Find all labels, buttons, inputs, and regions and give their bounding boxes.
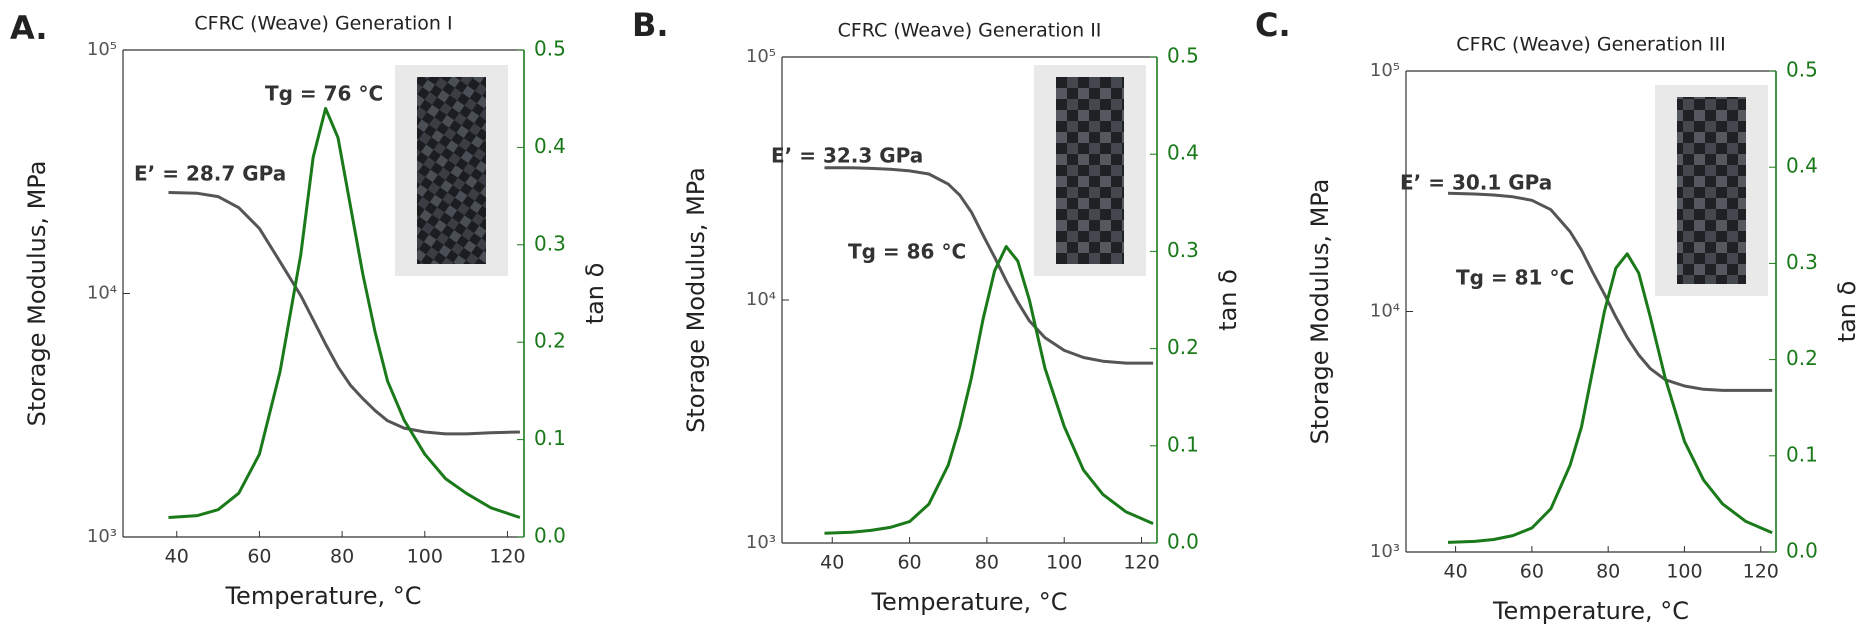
data-line [1447,191,1773,392]
y2-axis-label: tan δ [1833,281,1860,343]
y-tick-label: 10⁵ [1370,60,1400,81]
y-tick-label: 10⁵ [746,46,776,67]
panel: 40 60 80 100 120 10³ 10⁴ 10⁵ 0.0 0.1 0.2 0.3 0.4 0.5 C… [1255,6,1860,625]
y2-tick-label: 0.3 [534,231,566,255]
data-line [168,191,520,436]
y2-tick-label: 0.3 [1167,238,1199,262]
y2-tick-label: 0.0 [1167,530,1199,554]
x-tick-label: 120 [1123,552,1159,574]
data-line [1447,252,1773,544]
y2-tick-label: 0.1 [534,426,566,450]
panel: 40 60 80 100 120 10³ 10⁴ 10⁵ 0.0 0.1 0.2 0.3 0.4 0.5 B… [632,6,1242,616]
y2-tick-label: 0.5 [534,37,566,61]
x-tick-label: 120 [489,546,525,568]
panel: 40 60 80 100 120 10³ 10⁴ 10⁵ 0.0 0.1 0.2 0.3 0.4 0.5 A… [10,9,609,610]
x-tick-label: 80 [975,552,999,574]
y2-tick-label: 0.0 [534,524,566,548]
chart-title: CFRC (Weave) Generation I [194,13,452,35]
x-tick-label: 100 [1666,561,1702,583]
annotation: E’ = 30.1 GPa [1400,171,1552,195]
y2-tick-label: 0.0 [1786,539,1818,563]
y2-tick-label: 0.5 [1786,58,1818,82]
chart-title: CFRC (Weave) Generation III [1456,34,1725,56]
y-axis-label: Storage Modulus, MPa [682,167,710,433]
y-tick-label: 10³ [1370,541,1400,562]
sample-strip [1677,97,1746,284]
y-axis-label: Storage Modulus, MPa [23,161,51,427]
annotation: Tg = 81 °C [1456,266,1574,290]
y-tick-label: 10⁵ [87,39,117,60]
sample-strip [417,77,486,264]
y-tick-label: 10⁴ [87,283,117,304]
y-tick-label: 10⁴ [746,289,776,310]
y2-tick-label: 0.1 [1167,432,1199,456]
x-tick-label: 40 [165,546,189,568]
x-tick-label: 60 [1520,561,1544,583]
x-tick-label: 100 [1046,552,1082,574]
y2-tick-label: 0.3 [1786,250,1818,274]
x-axis-label: Temperature, °C [870,588,1067,616]
annotation: Tg = 76 °C [265,82,383,106]
x-axis-label: Temperature, °C [224,582,421,610]
panel-label: B. [632,6,669,44]
y-tick-label: 10⁴ [1370,301,1400,322]
x-tick-label: 60 [897,552,921,574]
panel-label: C. [1255,6,1291,44]
y2-tick-label: 0.5 [1167,44,1199,68]
annotation: Tg = 86 °C [848,240,966,264]
y2-tick-label: 0.2 [1786,346,1818,370]
x-tick-label: 60 [247,546,271,568]
y2-tick-label: 0.2 [1167,335,1199,359]
x-tick-label: 100 [407,546,443,568]
sample-strip [1056,77,1124,264]
y2-axis-label: tan δ [1214,269,1242,331]
y-axis-label: Storage Modulus, MPa [1306,179,1334,445]
chart-title: CFRC (Weave) Generation II [838,20,1102,42]
x-axis-label: Temperature, °C [1492,597,1689,625]
x-tick-label: 40 [1443,561,1467,583]
annotation: E’ = 32.3 GPa [771,144,923,168]
data-line [824,245,1154,535]
y2-tick-label: 0.4 [534,134,566,158]
x-tick-label: 80 [330,546,354,568]
data-line [168,106,521,519]
y2-tick-label: 0.4 [1786,154,1818,178]
y-tick-label: 10³ [746,532,776,553]
x-tick-label: 120 [1743,561,1779,583]
y2-tick-label: 0.2 [534,329,566,353]
data-line [824,166,1154,365]
y-tick-label: 10³ [87,526,117,547]
x-tick-label: 40 [820,552,844,574]
y2-tick-label: 0.1 [1786,442,1818,466]
x-tick-label: 80 [1596,561,1620,583]
panel-label: A. [10,9,48,47]
y2-tick-label: 0.4 [1167,141,1199,165]
y2-axis-label: tan δ [581,263,609,325]
annotation: E’ = 28.7 GPa [134,162,286,186]
